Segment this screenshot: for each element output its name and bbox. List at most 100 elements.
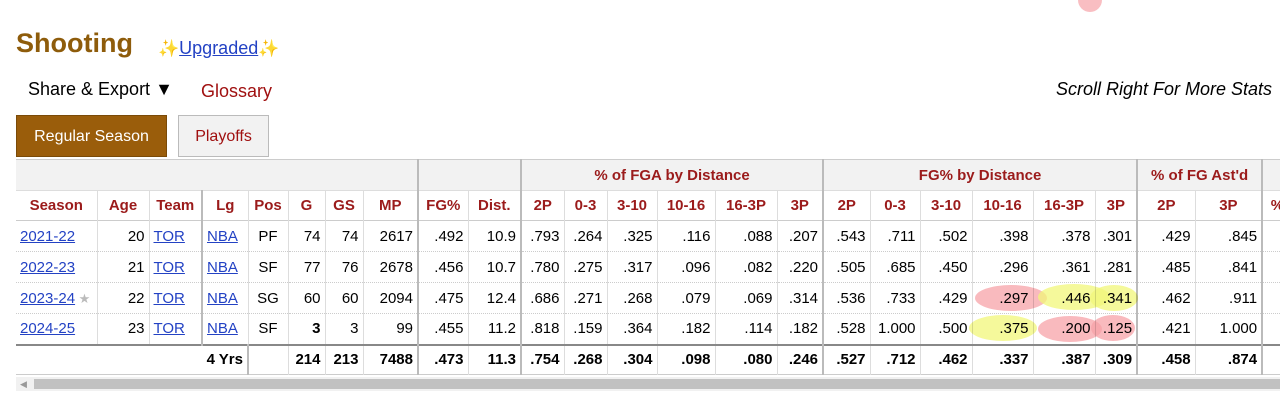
team-link[interactable]: TOR bbox=[153, 227, 185, 245]
footer-cell: .268 bbox=[564, 344, 608, 375]
season-link[interactable]: 2022-23 bbox=[20, 258, 76, 276]
cell: .317 bbox=[607, 251, 658, 283]
cell: .200 bbox=[1033, 313, 1096, 345]
footer-cell: .304 bbox=[607, 344, 658, 375]
table-wrapper: % of FGA by Distance FG% by Distance% of … bbox=[16, 159, 1280, 375]
header-row: Season Age Team Lg Pos G GS MP FG% Dist. 2P 0-3 3-10… bbox=[16, 190, 1280, 221]
group-header-row: % of FGA by Distance FG% by Distance% of … bbox=[16, 159, 1280, 191]
cell: NBA bbox=[202, 251, 249, 283]
cell: 10.7 bbox=[468, 251, 522, 283]
cell bbox=[1262, 313, 1280, 345]
data-row: 2023-24 ★ 22 TOR NBA SG 60 60 2094.475 12.4.686.… bbox=[16, 282, 1280, 314]
cell: .500 bbox=[920, 313, 973, 345]
footer-cell: .458 bbox=[1137, 344, 1196, 375]
cell: 99 bbox=[363, 313, 419, 345]
footer-cell: .337 bbox=[972, 344, 1034, 375]
star-icon: ★ bbox=[75, 290, 91, 306]
cell: 60 bbox=[325, 282, 364, 314]
cell: SF bbox=[248, 251, 289, 283]
cell: 20 bbox=[97, 220, 150, 252]
cell: .375 bbox=[972, 313, 1034, 345]
cell: TOR bbox=[149, 282, 203, 314]
cell: .082 bbox=[715, 251, 778, 283]
footer-cell: .754 bbox=[521, 344, 565, 375]
footer-label: 4 Yrs bbox=[16, 344, 249, 375]
cell: .686 bbox=[521, 282, 565, 314]
team-link[interactable]: TOR bbox=[153, 320, 185, 338]
footer-cell: .246 bbox=[777, 344, 825, 375]
column-header: 3P bbox=[1195, 190, 1264, 221]
cell: .182 bbox=[777, 313, 825, 345]
cell: .455 bbox=[418, 313, 469, 345]
footer-cell: .473 bbox=[418, 344, 469, 375]
group-header: % of FG Ast'd bbox=[1137, 159, 1264, 191]
share-export-menu[interactable]: Share & Export ▼ bbox=[28, 79, 173, 99]
cell: 2022-23 bbox=[16, 251, 98, 283]
group-header bbox=[1262, 159, 1280, 191]
cell: .125 bbox=[1095, 313, 1139, 345]
cell: .536 bbox=[823, 282, 871, 314]
cell: 1.000 bbox=[1195, 313, 1264, 345]
cell: .429 bbox=[920, 282, 973, 314]
group-header bbox=[16, 159, 419, 191]
cell: .264 bbox=[564, 220, 608, 252]
column-header: 16-3P bbox=[1033, 190, 1096, 221]
cell: .207 bbox=[777, 220, 825, 252]
cell: 74 bbox=[325, 220, 364, 252]
league-link[interactable]: NBA bbox=[207, 258, 238, 276]
cell: .733 bbox=[870, 282, 921, 314]
upgraded-link[interactable]: Upgraded bbox=[179, 38, 259, 58]
glossary-link[interactable]: Glossary bbox=[201, 81, 273, 101]
footer-row: 4 Yrs 214 213 7488.473 11.3.754.268.304.098.… bbox=[16, 344, 1280, 375]
cell: .341 bbox=[1095, 282, 1139, 314]
league-link[interactable]: NBA bbox=[207, 289, 238, 307]
cell: SF bbox=[248, 313, 289, 345]
cell: 74 bbox=[288, 220, 326, 252]
column-header: 16-3P bbox=[715, 190, 778, 221]
footer-cell: 213 bbox=[325, 344, 364, 375]
column-header: 0-3 bbox=[870, 190, 921, 221]
cell: .502 bbox=[920, 220, 973, 252]
section-title: Shooting bbox=[16, 28, 133, 58]
cell: PF bbox=[248, 220, 289, 252]
column-header: 10-16 bbox=[972, 190, 1034, 221]
column-header: Pos bbox=[248, 190, 289, 221]
cell: .314 bbox=[777, 282, 825, 314]
column-header: Lg bbox=[202, 190, 249, 221]
season-link[interactable]: 2024-25 bbox=[20, 320, 76, 338]
cell: 12.4 bbox=[468, 282, 522, 314]
cell: .088 bbox=[715, 220, 778, 252]
column-header: 3P bbox=[777, 190, 825, 221]
cell: .505 bbox=[823, 251, 871, 283]
column-header: Season bbox=[16, 190, 98, 221]
tab-regular-season[interactable]: Regular Season bbox=[16, 115, 167, 157]
data-row: 2021-22 20 TOR NBA PF 74 74 2617.492 10.9.793.26… bbox=[16, 220, 1280, 252]
cell: .492 bbox=[418, 220, 469, 252]
cell: .845 bbox=[1195, 220, 1264, 252]
team-link[interactable]: TOR bbox=[153, 258, 185, 276]
cell: .297 bbox=[972, 282, 1034, 314]
cell: .114 bbox=[715, 313, 778, 345]
cell: 3 bbox=[325, 313, 364, 345]
tab-playoffs[interactable]: Playoffs bbox=[178, 115, 269, 157]
group-header bbox=[418, 159, 522, 191]
cell: .528 bbox=[823, 313, 871, 345]
season-link[interactable]: 2023-24 bbox=[20, 289, 76, 307]
cell: .096 bbox=[657, 251, 716, 283]
league-link[interactable]: NBA bbox=[207, 320, 238, 338]
league-link[interactable]: NBA bbox=[207, 227, 238, 245]
horizontal-scrollbar[interactable]: ◀ bbox=[16, 377, 1280, 391]
season-link[interactable]: 2021-22 bbox=[20, 227, 76, 245]
cell: .325 bbox=[607, 220, 658, 252]
column-header: Team bbox=[149, 190, 203, 221]
team-link[interactable]: TOR bbox=[153, 289, 185, 307]
cell: 2617 bbox=[363, 220, 419, 252]
cell: .543 bbox=[823, 220, 871, 252]
cell bbox=[248, 344, 289, 375]
cell: .462 bbox=[1137, 282, 1196, 314]
cell: 77 bbox=[288, 251, 326, 283]
cell: TOR bbox=[149, 313, 203, 345]
cell: .793 bbox=[521, 220, 565, 252]
footer-cell: .462 bbox=[920, 344, 973, 375]
cell: 2094 bbox=[363, 282, 419, 314]
